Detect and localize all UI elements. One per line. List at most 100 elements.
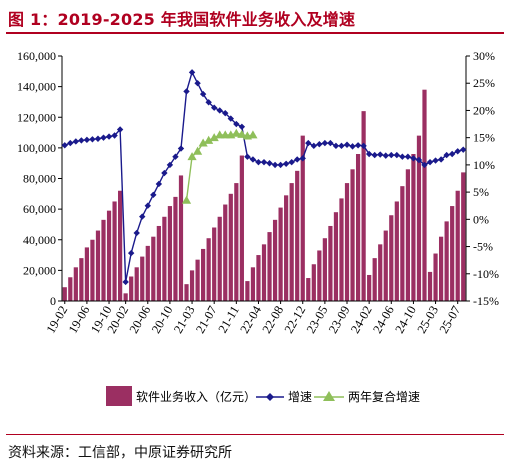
left-tick-label: 100,000: [17, 141, 56, 155]
source-note: 资料来源：工信部，中原证券研究所: [8, 445, 232, 461]
revenue-bar: [145, 245, 150, 302]
revenue-bar: [140, 256, 145, 301]
revenue-bar: [156, 225, 161, 301]
revenue-bar: [189, 270, 195, 302]
growth-point: [310, 142, 318, 150]
revenue-bar: [250, 267, 256, 301]
growth-point: [210, 104, 218, 111]
growth-point: [177, 145, 185, 152]
revenue-bar: [256, 255, 261, 301]
growth-point: [216, 107, 223, 114]
revenue-bar: [84, 247, 90, 301]
revenue-bar: [405, 169, 410, 301]
growth-point: [183, 88, 190, 95]
revenue-bar: [322, 238, 327, 301]
growth-point: [222, 109, 229, 117]
revenue-bar: [389, 215, 394, 301]
growth-point: [354, 142, 362, 149]
growth-point: [377, 151, 384, 158]
left-tick-label: 40,000: [23, 233, 56, 247]
revenue-bar: [272, 219, 278, 301]
x-tick-label: 22-12: [282, 304, 309, 336]
right-tick-label: 20%: [473, 103, 495, 117]
revenue-bar: [245, 281, 250, 301]
revenue-bar: [416, 135, 422, 302]
x-tick-label: 24-10: [392, 304, 419, 336]
growth-point: [271, 161, 279, 169]
growth-point: [150, 191, 157, 199]
growth-point: [116, 126, 124, 133]
revenue-bar: [178, 175, 184, 301]
revenue-bar: [383, 230, 388, 301]
left-tick-label: 0: [50, 294, 56, 308]
revenue-bar: [344, 183, 350, 301]
growth-point: [67, 139, 74, 147]
cagr-point: [209, 133, 219, 142]
growth-point: [437, 156, 445, 163]
revenue-bar: [372, 258, 377, 302]
growth-point: [382, 152, 389, 159]
x-tick-label: 23-05: [304, 304, 331, 336]
revenue-bar: [201, 248, 206, 301]
left-tick-label: 80,000: [23, 172, 56, 186]
revenue-bar: [461, 172, 466, 302]
legend-label-revenue: 软件业务收入（亿元）: [136, 389, 256, 404]
revenue-bar: [328, 225, 333, 301]
growth-point: [72, 138, 80, 145]
growth-point: [443, 151, 450, 159]
growth-point: [139, 213, 146, 220]
revenue-bar: [90, 239, 95, 301]
left-tick-label: 120,000: [17, 110, 56, 124]
left-tick-label: 60,000: [23, 202, 56, 216]
footer-rule: [6, 434, 504, 435]
growth-point: [260, 158, 268, 166]
revenue-bar: [400, 186, 405, 301]
revenue-bar: [427, 271, 433, 301]
x-tick-label: 21-07: [193, 304, 220, 336]
revenue-bar: [68, 277, 73, 301]
growth-point: [343, 141, 351, 148]
cagr-point: [192, 146, 203, 155]
growth-point: [294, 156, 301, 163]
growth-point: [78, 137, 85, 144]
cagr-point: [231, 128, 241, 137]
x-tick-label: 20-06: [127, 304, 154, 336]
right-tick-label: 25%: [473, 76, 495, 90]
growth-point: [327, 139, 334, 147]
revenue-bar: [455, 190, 460, 301]
x-tick-label: 24-06: [370, 304, 397, 336]
right-tick-label: 5%: [473, 185, 489, 199]
revenue-bar: [162, 216, 167, 301]
revenue-bar: [378, 244, 383, 301]
revenue-bar: [367, 274, 372, 301]
revenue-bar: [228, 193, 233, 301]
growth-point: [238, 123, 246, 130]
revenue-bar: [311, 264, 316, 301]
growth-point: [61, 142, 68, 149]
revenue-bar: [438, 236, 444, 301]
revenue-bar: [129, 276, 134, 301]
growth-point: [332, 142, 340, 150]
revenue-bar: [295, 170, 300, 301]
revenue-bar: [223, 204, 228, 301]
growth-point: [432, 157, 439, 164]
title-rule: [6, 32, 504, 34]
revenue-bar: [173, 196, 178, 302]
left-tick-label: 20,000: [23, 263, 56, 277]
growth-point: [299, 155, 306, 162]
revenue-bar: [134, 267, 139, 301]
right-tick-label: 0%: [473, 212, 489, 226]
x-tick-label: 20-10: [149, 304, 176, 336]
x-tick-label: 21-03: [171, 304, 198, 336]
x-tick-label: 19-06: [66, 304, 93, 336]
cagr-point: [187, 152, 197, 161]
growth-point: [388, 151, 395, 159]
cagr-point: [248, 130, 258, 139]
revenue-bar: [261, 244, 267, 301]
growth-point: [360, 142, 367, 150]
revenue-bar: [278, 207, 283, 301]
revenue-bar: [289, 183, 294, 301]
growth-point: [205, 99, 212, 106]
growth-point: [365, 150, 373, 158]
